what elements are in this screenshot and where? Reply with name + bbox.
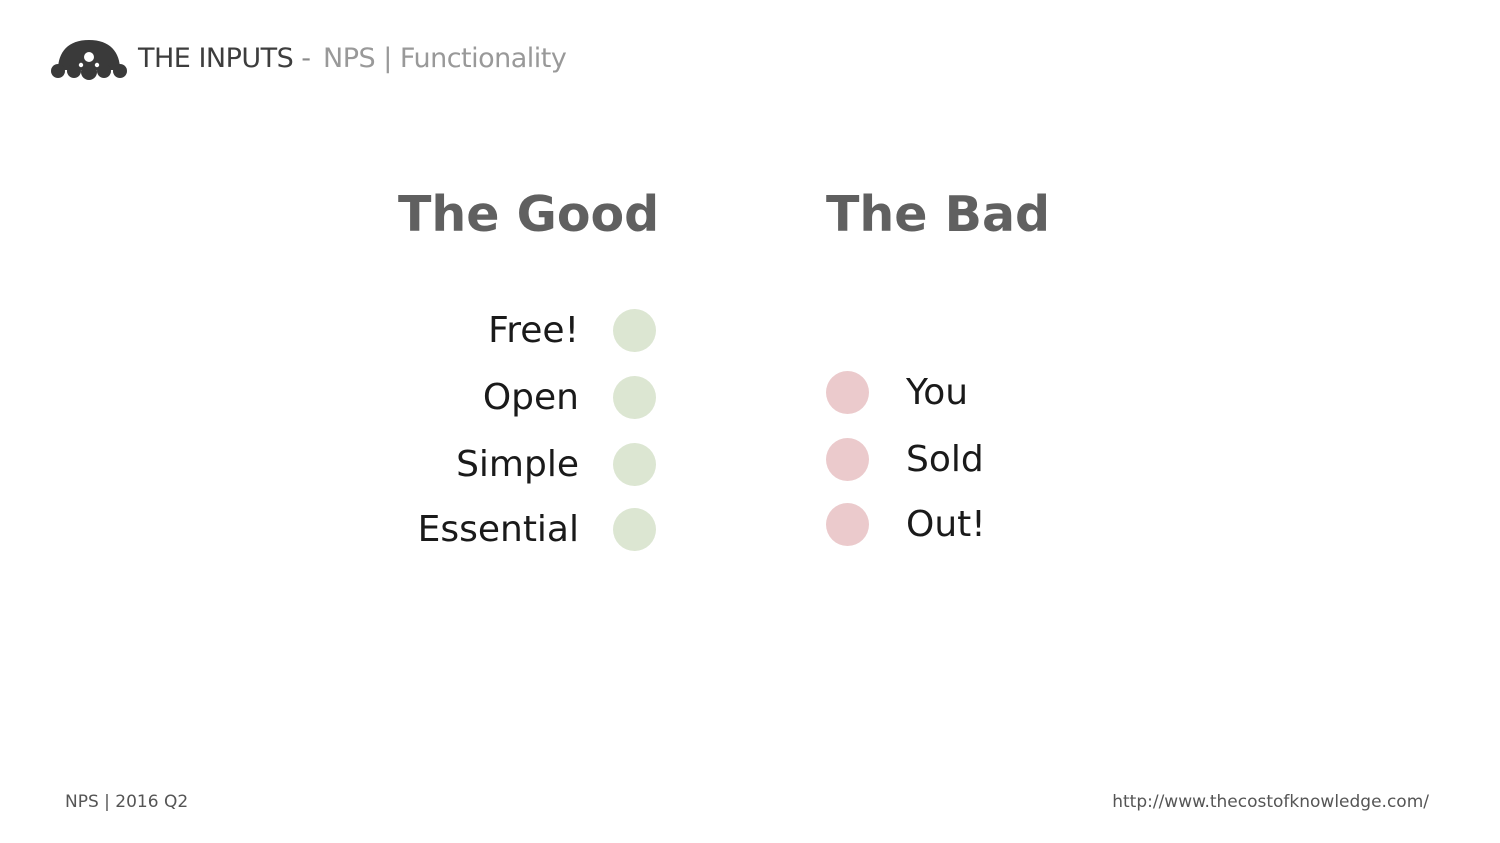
header-title: THE INPUTS [138,42,294,74]
bad-list-item: Out! [826,502,986,546]
slide-header: THE INPUTS - NPS | Functionality [50,34,567,82]
header-subtitle: NPS | Functionality [323,42,567,74]
bad-item-label: You [906,371,969,413]
good-list-item: Essential [300,507,656,551]
header-separator: - [301,42,312,74]
green-dot-icon [613,442,656,486]
good-list-item: Open [300,375,656,419]
red-dot-icon [826,502,869,546]
red-dot-icon [826,370,869,414]
bad-item-label: Out! [906,503,986,545]
good-heading: The Good [398,186,660,243]
footer-period: NPS | 2016 Q2 [65,792,189,812]
molecule-logo-icon [51,40,127,80]
bad-heading: The Bad [826,186,1051,243]
bad-list-item: You [826,370,968,414]
green-dot-icon [613,375,656,419]
footer-url: http://www.thecostofknowledge.com/ [1112,792,1429,812]
green-dot-icon [613,507,656,551]
good-item-label: Essential [417,508,579,550]
good-item-label: Free! [488,309,579,351]
red-dot-icon [826,437,869,481]
good-item-label: Open [482,376,579,418]
green-dot-icon [613,308,656,352]
good-item-label: Simple [456,443,579,485]
bad-item-label: Sold [906,438,984,480]
good-list-item: Free! [300,308,656,352]
bad-list-item: Sold [826,437,984,481]
good-list-item: Simple [300,442,656,486]
